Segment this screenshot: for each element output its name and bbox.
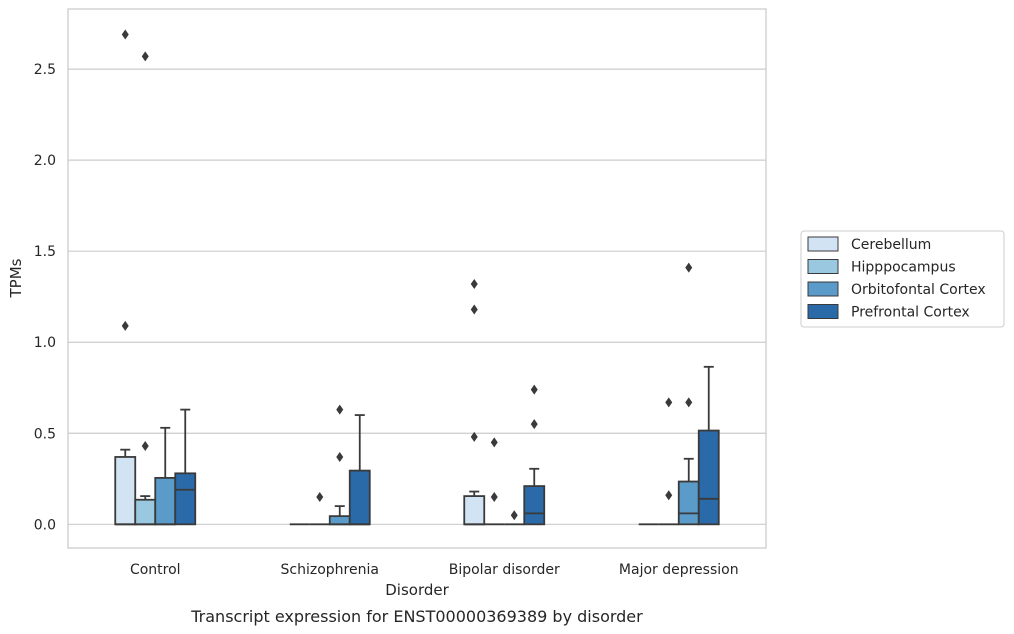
box-body [114,456,137,526]
outliers [121,29,693,521]
legend-swatch [807,304,839,319]
outlier-point [470,278,478,289]
box-orbitofontal-cortex [328,505,351,526]
outlier-point [336,404,344,415]
gridlines [68,68,766,525]
outlier-point [685,262,693,273]
legend-label: Hipppocampus [851,260,956,276]
chart-caption: Transcript expression for ENST0000036938… [190,607,643,626]
outlier-point [665,397,673,408]
outlier-point [530,384,538,395]
x-tick-label: Bipolar disorder [449,562,560,578]
y-tick-label: 1.0 [34,335,56,351]
box-hipppocampus [134,495,157,526]
legend-swatch [807,236,839,252]
outlier-point [470,431,478,442]
box-prefrontal-cortex [523,467,546,526]
legend-label: Cerebellum [851,237,931,253]
box-body [697,429,720,526]
boxes [114,365,720,526]
x-tick-label: Schizophrenia [281,562,379,578]
box-body [677,480,700,526]
legend-label: Prefrontal Cortex [851,305,970,321]
legend: Cerebellum Hipppocampus Orbitofontal Corte… [800,230,1005,328]
plot-frame [67,8,767,549]
y-tick-label: 1.5 [34,244,56,260]
box-body [134,498,157,526]
outlier-point [336,451,344,462]
legend-frame [800,230,1005,328]
outlier-point [490,437,498,448]
box-cerebellum [463,490,486,526]
box-orbitofontal-cortex [154,426,177,526]
outlier-point [470,304,478,315]
box-body [328,515,351,526]
box-body [174,472,197,526]
legend-swatch [807,259,839,274]
outlier-point [490,492,498,503]
outlier-point [530,419,538,430]
box-body [348,469,371,526]
box-body [463,495,486,526]
box-prefrontal-cortex [697,365,720,526]
x-tick-label: Major depression [619,562,739,578]
x-tick-label: Control [130,562,181,578]
y-tick-label: 2.5 [34,62,56,78]
y-tick-labels: 0.0 0.5 1.0 1.5 2.0 2.5 [34,62,56,533]
box-prefrontal-cortex [348,414,371,526]
box-cerebellum [114,448,137,526]
box-orbitofontal-cortex [677,457,700,526]
outlier-point [665,490,673,501]
y-axis-label: TPMs [7,258,25,298]
outlier-point [141,51,149,62]
outlier-point [121,320,129,331]
legend-swatch [807,281,839,297]
x-tick-labels: Control Schizophrenia Bipolar disorder Majo… [130,562,739,578]
outlier-point [316,492,324,503]
y-tick-label: 0.0 [34,517,56,533]
x-axis-label: Disorder [385,581,449,599]
legend-label: Orbitofontal Cortex [851,282,986,298]
outlier-point [685,397,693,408]
outlier-point [121,29,129,40]
outlier-point [141,441,149,452]
outlier-point [510,510,518,521]
box-prefrontal-cortex [174,408,197,526]
box-body [154,476,177,526]
y-tick-label: 0.5 [34,426,56,442]
y-tick-label: 2.0 [34,153,56,169]
box-body [523,485,546,526]
